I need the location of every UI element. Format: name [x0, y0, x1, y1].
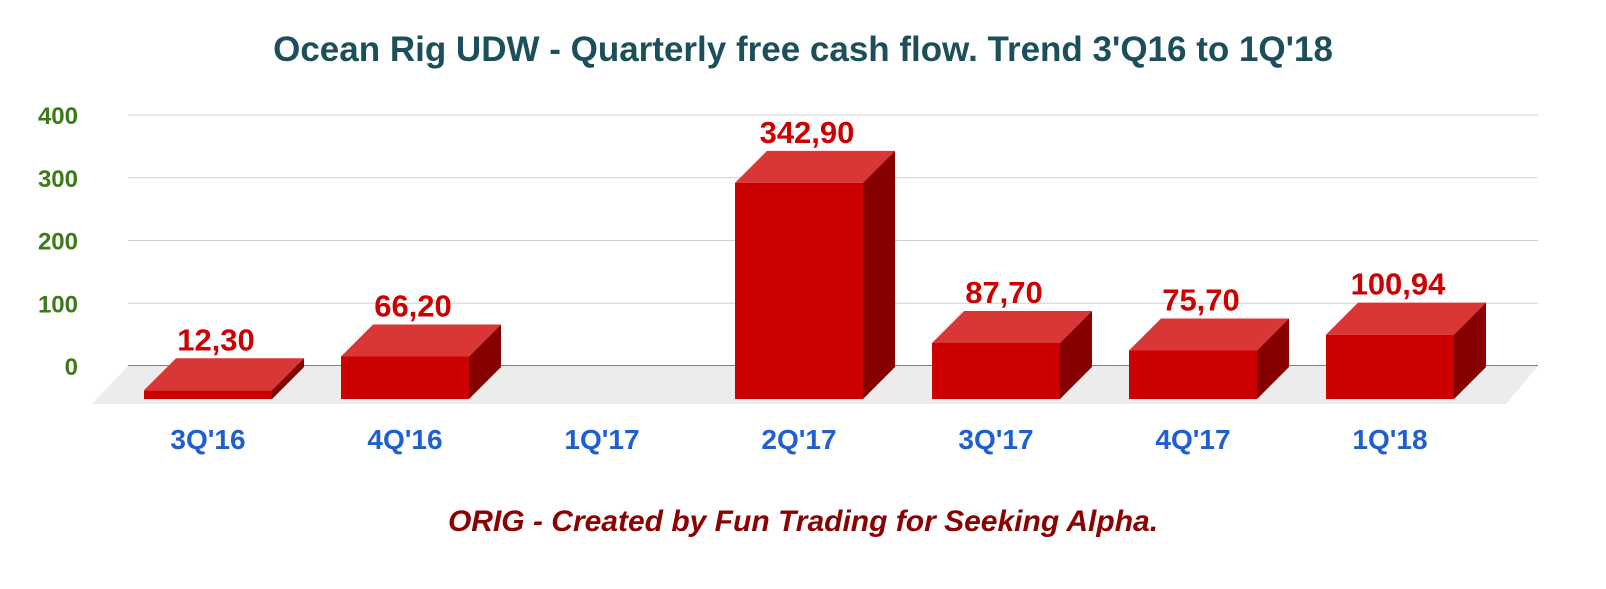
x-tick-label: 2Q'17	[761, 424, 836, 455]
footer-credit: ORIG - Created by Fun Trading for Seekin…	[447, 505, 1159, 538]
x-tick-label: 3Q'17	[958, 424, 1033, 455]
bar-side-face	[863, 150, 895, 399]
x-tick-label: 1Q'17	[564, 424, 639, 455]
chart-title: Ocean Rig UDW - Quarterly free cash flow…	[273, 30, 1333, 69]
y-axis-ticks: 400 300 200 100 0	[38, 103, 78, 381]
bar-3q17	[932, 310, 1092, 399]
data-label: 12,30	[177, 322, 255, 357]
y-tick-label: 100	[38, 291, 78, 318]
bar-front-face	[735, 182, 863, 399]
bar-side-face	[272, 358, 304, 399]
bar-side-face	[1060, 310, 1092, 399]
x-tick-label: 3Q'16	[170, 424, 245, 455]
bar-2q17	[735, 150, 895, 399]
x-axis-ticks: 3Q'16 4Q'16 1Q'17 2Q'17 3Q'17 4Q'17 1Q'18	[170, 424, 1427, 455]
bar-side-face	[1454, 302, 1486, 399]
bar-top-face	[1326, 302, 1486, 335]
data-label: 66,20	[374, 288, 452, 323]
bar-4q16	[341, 324, 501, 399]
data-label: 342,90	[760, 115, 855, 150]
bar-front-face	[932, 342, 1060, 399]
data-label: 75,70	[1162, 282, 1240, 317]
bar-top-face	[1129, 318, 1289, 351]
y-tick-label: 200	[38, 229, 78, 256]
bar-1q18	[1326, 302, 1486, 399]
bar-3q16	[144, 358, 304, 399]
bar-4q17	[1129, 318, 1289, 399]
bar-front-face	[341, 356, 469, 399]
bar-front-face	[1129, 350, 1257, 399]
bar-top-face	[932, 310, 1092, 343]
y-tick-label: 300	[38, 166, 78, 193]
bar-side-face	[1257, 318, 1289, 399]
bar-top-face	[144, 358, 304, 391]
data-label: 100,94	[1351, 267, 1447, 302]
bar-front-face	[144, 390, 272, 399]
x-tick-label: 1Q'18	[1352, 424, 1427, 455]
bar-front-face	[1326, 334, 1454, 399]
data-label: 87,70	[965, 275, 1043, 310]
y-tick-label: 0	[65, 354, 78, 381]
x-tick-label: 4Q'16	[367, 424, 442, 455]
x-tick-label: 4Q'17	[1155, 424, 1230, 455]
data-labels: 12,30 66,20 342,90 87,70 75,70 100,94	[177, 115, 1446, 357]
y-tick-label: 400	[38, 103, 78, 130]
bar-side-face	[469, 324, 501, 399]
bars	[144, 150, 1486, 399]
bar-top-face	[341, 324, 501, 357]
bar-top-face	[735, 150, 895, 183]
